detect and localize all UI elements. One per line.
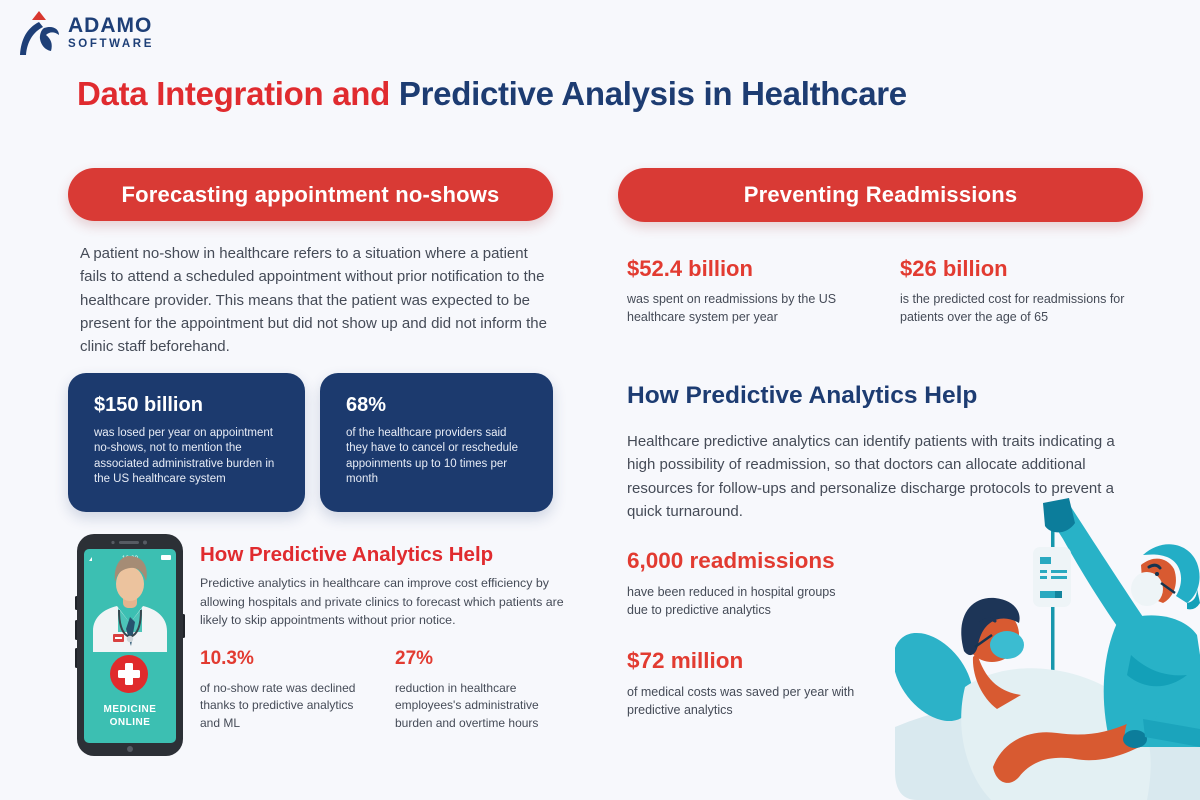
left-analytics-heading: How Predictive Analytics Help [200,543,494,566]
stat-description: have been reduced in hospital groups due… [627,585,836,618]
no-shows-intro-paragraph: A patient no-show in healthcare refers t… [80,245,547,355]
logo-subtitle: SOFTWARE [68,38,154,51]
left-analytics-paragraph: Predictive analytics in healthcare can i… [200,576,564,628]
adamo-logo: ADAMO SOFTWARE [18,10,154,56]
stat-card-description: was losed per year on appointment no-sho… [94,427,275,486]
medicine-app-phone-illustration: 12:00 MEDICINE ONLINE [75,534,185,758]
page-title-navy: Predictive Analysis in Healthcare [398,75,907,112]
right-analytics-paragraph: Healthcare predictive analytics can iden… [627,433,1115,520]
stat-description: of medical costs was saved per year with… [627,685,855,718]
section-header-no-shows: Forecasting appointment no-shows [68,168,553,221]
stat-description: is the predicted cost for readmissions f… [900,292,1125,324]
stat-value-52-4-billion: $52.4 billion [627,256,753,281]
stat-card-68-percent: 68% of the healthcare providers said the… [320,373,553,512]
phone-app-label-line1: MEDICINE [104,704,157,715]
phone-app-label-line2: ONLINE [110,717,151,728]
adamo-logo-icon [18,10,60,56]
section-header-readmissions: Preventing Readmissions [618,168,1143,222]
right-analytics-heading: How Predictive Analytics Help [627,382,978,409]
stat-value-10-3-percent: 10.3% [200,648,254,669]
logo-name: ADAMO [68,14,153,38]
patient-nurse-iv-illustration [895,495,1200,800]
stat-value-27-percent: 27% [395,648,434,669]
stat-card-value: $150 billion [94,394,203,416]
stat-value-26-billion: $26 billion [900,256,1008,281]
stat-description: of no-show rate was declined thanks to p… [200,681,356,730]
stat-card-description: of the healthcare providers said they ha… [346,427,518,486]
stat-value-6000-readmissions: 6,000 readmissions [627,548,835,573]
stat-description: was spent on readmissions by the US heal… [627,292,837,324]
page-title-red: Data Integration and [77,75,399,112]
stat-card-value: 68% [346,394,387,416]
stat-description: reduction in healthcare employees's admi… [395,681,539,730]
stat-value-72-million: $72 million [627,648,744,673]
page-title: Data Integration and Predictive Analysis… [77,75,907,113]
stat-card-150-billion: $150 billion was losed per year on appoi… [68,373,305,512]
